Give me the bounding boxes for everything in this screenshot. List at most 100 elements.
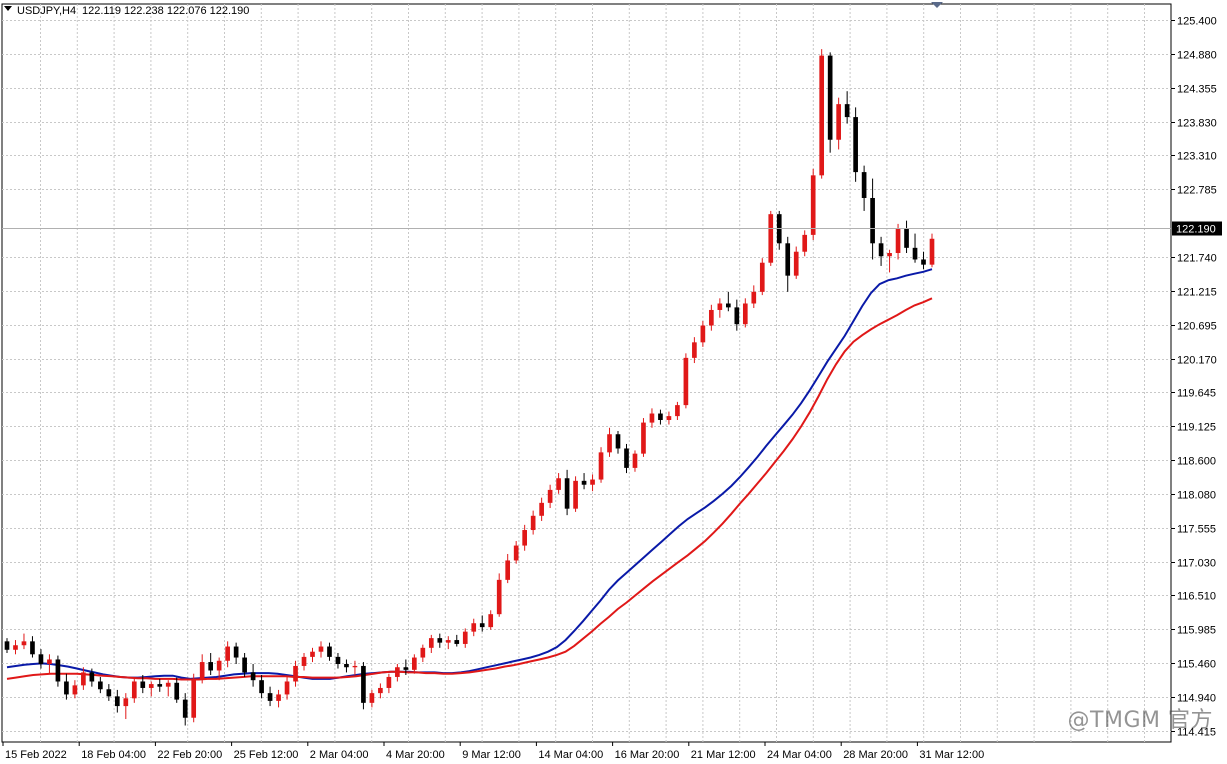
candle-body: [921, 259, 926, 265]
candle-body: [445, 640, 451, 643]
candle-body: [912, 247, 918, 260]
candle: [250, 664, 256, 687]
candle-body: [47, 659, 52, 665]
candle: [751, 285, 757, 309]
candle: [13, 640, 18, 655]
candle-body: [81, 672, 86, 686]
candle-body: [870, 197, 875, 244]
candle: [352, 660, 358, 676]
candle-body: [157, 684, 163, 687]
candle-body: [454, 640, 460, 644]
candle: [420, 644, 426, 663]
candle-body: [284, 681, 290, 695]
candle: [30, 636, 35, 658]
candle-body: [700, 325, 706, 343]
candle-body: [148, 684, 154, 688]
y-tick-label: 122.785: [1177, 185, 1217, 197]
candle-body: [751, 291, 757, 304]
candle-body: [428, 638, 434, 648]
candle-body: [378, 687, 383, 694]
y-tick-label: 123.830: [1177, 118, 1217, 130]
candle: [709, 304, 714, 331]
x-tick-label: 16 Mar 20:00: [615, 749, 680, 761]
candle: [131, 676, 137, 703]
candle-body: [836, 104, 841, 140]
candle: [870, 178, 875, 260]
candle: [369, 689, 375, 708]
candle: [140, 675, 146, 694]
candle-body: [55, 659, 61, 682]
chart-shift-marker-icon[interactable]: [931, 2, 943, 8]
candle-body: [174, 682, 180, 700]
candle: [564, 469, 570, 516]
candle-body: [140, 681, 146, 688]
candle: [327, 642, 332, 661]
x-tick-label: 18 Feb 04:00: [81, 749, 146, 761]
y-tick-label: 120.695: [1177, 321, 1217, 333]
candle-body: [225, 646, 230, 661]
candle: [505, 553, 511, 584]
candle-body: [573, 480, 578, 509]
y-tick-label: 119.125: [1177, 422, 1216, 434]
candle-body: [335, 656, 341, 665]
grid: [2, 4, 1171, 742]
candle-body: [471, 623, 477, 632]
candle: [853, 107, 858, 182]
candle: [844, 91, 850, 124]
moving-averages: [6, 268, 933, 681]
candle: [734, 299, 740, 331]
candle-body: [293, 665, 298, 682]
candle-body: [462, 631, 468, 644]
candle: [547, 484, 553, 509]
candle: [861, 165, 867, 211]
candle: [437, 633, 443, 648]
candle-body: [420, 647, 426, 658]
candle-body: [556, 478, 561, 490]
candle: [607, 427, 612, 457]
dropdown-triangle-icon[interactable]: [4, 6, 12, 11]
candle: [89, 668, 95, 687]
candle-body: [853, 117, 858, 173]
candle: [208, 653, 214, 676]
candle: [759, 258, 765, 296]
candle: [462, 628, 468, 648]
candle: [785, 236, 791, 292]
y-tick-label: 124.355: [1177, 84, 1217, 96]
candle-body: [123, 698, 129, 707]
candle-body: [683, 357, 689, 406]
candle: [72, 680, 78, 699]
candle: [199, 654, 205, 684]
candle-body: [844, 104, 850, 118]
candle: [191, 673, 197, 723]
candle-body: [496, 579, 502, 615]
y-tick-label: 117.030: [1177, 558, 1216, 570]
candle-body: [819, 55, 825, 176]
x-tick-label: 24 Mar 04:00: [767, 749, 832, 761]
candle-body: [615, 434, 621, 449]
x-tick-label: 14 Mar 04:00: [538, 749, 603, 761]
candle-body: [233, 646, 239, 658]
candle-body: [276, 694, 281, 701]
y-tick-label: 123.310: [1177, 151, 1217, 163]
candle: [55, 655, 61, 687]
candle-body: [929, 238, 935, 265]
candle: [361, 662, 366, 710]
candle-body: [191, 678, 197, 718]
candle: [284, 676, 290, 700]
candle: [496, 573, 502, 617]
candle-body: [734, 307, 740, 325]
candle: [293, 660, 298, 687]
current-price-label: 122.190: [1176, 224, 1216, 236]
candle-body: [717, 303, 723, 310]
candle: [895, 223, 901, 260]
candle-body: [242, 657, 247, 673]
candle: [700, 320, 706, 347]
y-tick-label: 125.400: [1177, 16, 1217, 28]
candle: [479, 615, 485, 632]
candle-body: [488, 614, 494, 628]
candle-body: [165, 682, 171, 687]
candle-body: [21, 641, 27, 646]
candle-body: [4, 641, 10, 650]
candle: [921, 251, 926, 270]
